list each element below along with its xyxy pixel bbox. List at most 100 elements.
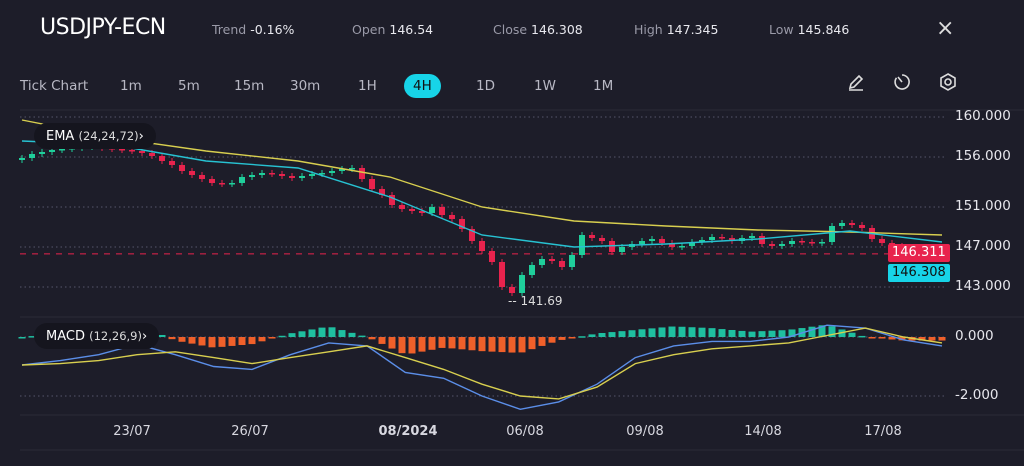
macd-histogram-bar bbox=[658, 327, 666, 337]
macd-histogram-bar bbox=[848, 332, 856, 337]
candle-body bbox=[819, 242, 825, 244]
macd-histogram-bar bbox=[458, 337, 466, 350]
timeframe-tick-chart[interactable]: Tick Chart bbox=[20, 78, 89, 94]
candle-body bbox=[539, 259, 545, 265]
candle-body bbox=[429, 207, 435, 213]
macd-line bbox=[21, 324, 943, 411]
macd-histogram-bar bbox=[448, 337, 456, 349]
macd-histogram-bar bbox=[288, 333, 296, 337]
close-stat: Close 146.308 bbox=[493, 22, 583, 37]
macd-histogram-bar bbox=[238, 337, 246, 346]
candle-body bbox=[549, 259, 555, 261]
candle-body bbox=[319, 173, 325, 175]
macd-histogram-bar bbox=[548, 337, 556, 343]
candle-body bbox=[799, 241, 805, 243]
candle-body bbox=[309, 174, 315, 176]
macd-histogram-bar bbox=[188, 337, 196, 344]
candle-body bbox=[509, 287, 515, 293]
candle-body bbox=[239, 177, 245, 183]
pencil-icon[interactable] bbox=[846, 72, 866, 97]
candle-body bbox=[449, 215, 455, 219]
macd-histogram-bar bbox=[588, 334, 596, 337]
candle-body bbox=[679, 246, 685, 248]
macd-histogram-bar bbox=[298, 331, 306, 337]
candle-body bbox=[729, 238, 735, 241]
candle-body bbox=[469, 229, 475, 241]
candle-body bbox=[839, 223, 845, 226]
candle-body bbox=[139, 151, 145, 153]
close-icon[interactable]: × bbox=[936, 16, 955, 41]
candle-body bbox=[649, 239, 655, 241]
chevron-right-icon: › bbox=[141, 329, 148, 344]
timer-icon[interactable] bbox=[892, 72, 912, 97]
candle-body bbox=[529, 265, 535, 275]
candle-body bbox=[849, 223, 855, 225]
macd-histogram-bar bbox=[198, 337, 206, 346]
candle-body bbox=[809, 242, 815, 244]
candle-body bbox=[29, 154, 35, 158]
timeframe-1m[interactable]: 1M bbox=[593, 78, 614, 94]
macd-histogram-bar bbox=[718, 329, 726, 337]
low-stat: Low 145.846 bbox=[769, 22, 850, 37]
timeframe-1m[interactable]: 1m bbox=[120, 78, 142, 94]
low-value: 145.846 bbox=[797, 22, 850, 37]
candle-body bbox=[269, 173, 275, 175]
macd-histogram-bar bbox=[788, 329, 796, 337]
candle-body bbox=[409, 209, 415, 211]
price-axis-label: 156.000 bbox=[955, 148, 1011, 164]
timeframe-1h[interactable]: 1H bbox=[358, 78, 377, 94]
settings-icon[interactable] bbox=[938, 72, 958, 97]
macd-histogram-bar bbox=[268, 337, 276, 339]
candle-body bbox=[749, 236, 755, 238]
symbol-title: USDJPY-ECN bbox=[40, 15, 166, 40]
date-axis-label: 17/08 bbox=[864, 424, 902, 439]
macd-histogram-bar bbox=[338, 330, 346, 337]
macd-histogram-bar bbox=[568, 337, 576, 339]
candle-body bbox=[719, 237, 725, 239]
date-axis-label: 14/08 bbox=[744, 424, 782, 439]
low-annotation: -- 141.69 bbox=[508, 294, 562, 308]
macd-histogram-bar bbox=[248, 337, 256, 345]
candle-body bbox=[669, 243, 675, 247]
timeframe-1w[interactable]: 1W bbox=[534, 78, 556, 94]
candle-body bbox=[489, 251, 495, 262]
price-axis-label: 143.000 bbox=[955, 278, 1011, 294]
macd-histogram-bar bbox=[518, 337, 526, 353]
timeframe-1d[interactable]: 1D bbox=[476, 78, 495, 94]
header: USDJPY-ECN Trend -0.16% Open 146.54 Clos… bbox=[0, 0, 1024, 60]
candle-body bbox=[209, 179, 215, 183]
candle-body bbox=[59, 149, 65, 151]
macd-histogram-bar bbox=[778, 330, 786, 337]
timeframe-30m[interactable]: 30m bbox=[290, 78, 321, 94]
macd-histogram-bar bbox=[678, 326, 686, 337]
candle-body bbox=[709, 237, 715, 240]
macd-histogram-bar bbox=[668, 326, 676, 337]
macd-histogram-bar bbox=[208, 337, 216, 348]
macd-histogram-bar bbox=[508, 337, 516, 353]
macd-histogram-bar bbox=[768, 330, 776, 337]
ema-indicator-button[interactable]: EMA (24,24,72)› bbox=[34, 123, 156, 149]
candle-body bbox=[289, 176, 295, 178]
macd-histogram-bar bbox=[758, 331, 766, 337]
timeframe-5m[interactable]: 5m bbox=[178, 78, 200, 94]
candle-body bbox=[249, 175, 255, 177]
candle-body bbox=[349, 168, 355, 170]
candle-body bbox=[789, 241, 795, 244]
macd-histogram-bar bbox=[398, 337, 406, 354]
candle-body bbox=[149, 153, 155, 156]
candle-body bbox=[689, 242, 695, 246]
macd-histogram-bar bbox=[928, 337, 936, 341]
macd-indicator-button[interactable]: MACD (12,26,9)› bbox=[34, 323, 160, 349]
candle-body bbox=[219, 183, 225, 185]
price-axis-label: 147.000 bbox=[955, 238, 1011, 254]
macd-histogram-bar bbox=[358, 335, 366, 338]
candle-body bbox=[559, 261, 565, 267]
timeframe-4h[interactable]: 4H bbox=[404, 74, 441, 98]
timeframe-15m[interactable]: 15m bbox=[234, 78, 265, 94]
macd-histogram-bar bbox=[818, 325, 826, 337]
macd-histogram-bar bbox=[558, 337, 566, 340]
candle-body bbox=[379, 189, 385, 195]
candle-body bbox=[569, 255, 575, 267]
candle-body bbox=[779, 244, 785, 246]
